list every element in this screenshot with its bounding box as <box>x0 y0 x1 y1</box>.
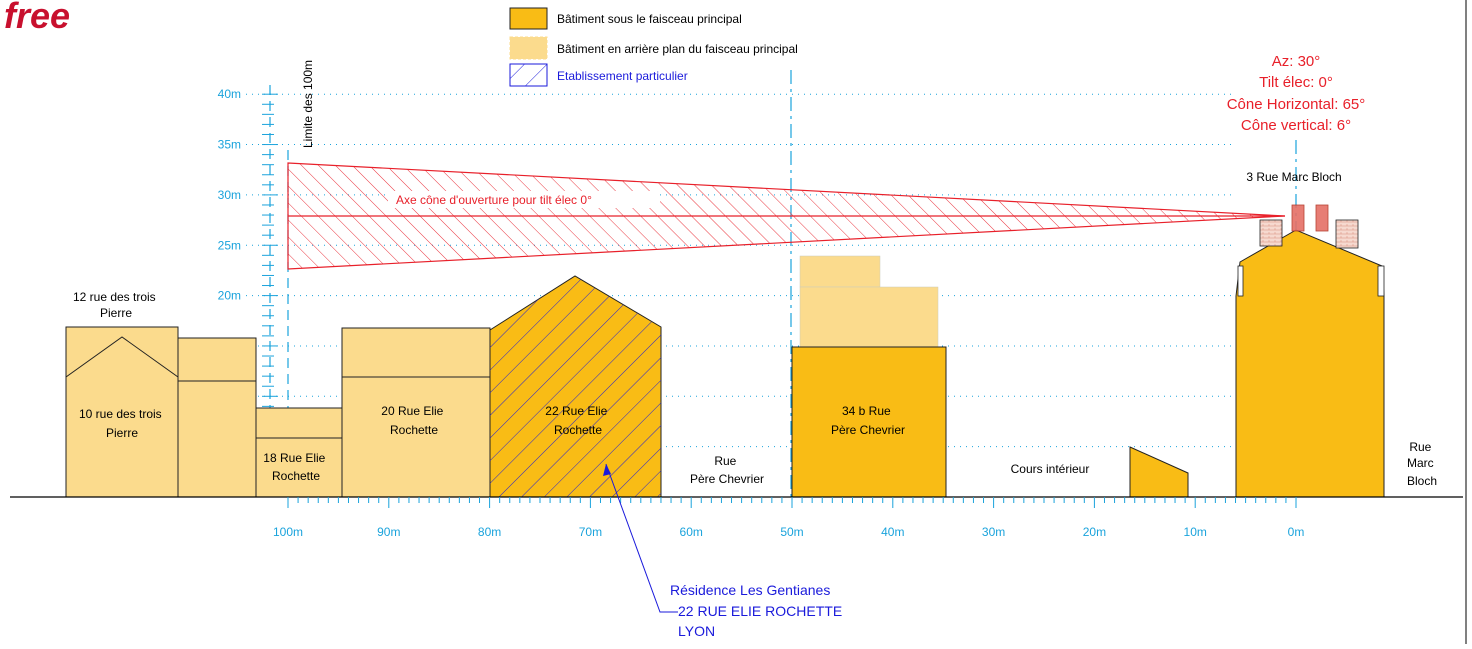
label-20-elie-rochette: 20 Rue Elie Rochette <box>381 404 446 437</box>
label-22-elie-rochette: 22 Rue Elie Rochette <box>545 404 610 437</box>
building-annex <box>177 337 257 498</box>
distance-label: 90m <box>377 525 400 539</box>
label-rue-marc-bloch: Rue Marc Bloch <box>1407 440 1437 488</box>
legend-swatch-hatched <box>509 63 548 87</box>
distance-label: 40m <box>881 525 904 539</box>
building-3-marc-bloch <box>1235 229 1385 498</box>
distance-label: 80m <box>478 525 501 539</box>
height-label: 25m <box>218 238 241 252</box>
height-label: 30m <box>218 188 241 202</box>
building-eave-left <box>1237 265 1244 297</box>
beam-axis-label: Axe cône d'ouverture pour tilt élec 0° <box>396 193 592 207</box>
label-10-trois-pierre: 10 rue des trois Pierre <box>79 407 165 440</box>
legend: Bâtiment sous le faisceau principal Bâti… <box>509 7 798 87</box>
legend-label: Bâtiment en arrière plan du faisceau pri… <box>557 42 798 56</box>
callout-text: Résidence Les Gentianes 22 RUE ELIE ROCH… <box>670 582 846 639</box>
callout-leader <box>605 463 678 613</box>
distance-labels: 100m 90m 80m 70m 60m 50m 40m 30m 20m 10m 0m <box>273 525 1304 539</box>
building-background-lower <box>799 286 939 348</box>
label-cours-interieur: Cours intérieur <box>1011 462 1090 476</box>
free-logo: free <box>4 0 70 36</box>
legend-item: Etablissement particulier <box>509 63 688 87</box>
chimney-right <box>1335 219 1359 249</box>
building-labels: 12 rue des trois Pierre 10 rue des trois… <box>73 170 1437 488</box>
height-label-bg <box>209 135 243 152</box>
height-label-bg <box>209 185 243 202</box>
distance-label: 60m <box>680 525 703 539</box>
distance-label: 20m <box>1083 525 1106 539</box>
legend-item: Bâtiment sous le faisceau principal <box>509 7 742 30</box>
building-22-hatch <box>490 276 661 497</box>
legend-swatch-main <box>509 7 548 30</box>
param-cone-vertical: Cône vertical: 6° <box>1241 117 1351 134</box>
label-34b-pere-chevrier: 34 b Rue Père Chevrier <box>831 404 905 437</box>
label-12-trois-pierre: 12 rue des trois Pierre <box>73 290 159 320</box>
antenna-params: Az: 30° Tilt élec: 0° Cône Horizontal: 6… <box>1227 53 1366 134</box>
antenna-left <box>1291 204 1305 232</box>
distance-ruler <box>287 497 1297 508</box>
param-cone-horizontal: Cône Horizontal: 65° <box>1227 96 1366 113</box>
label-18-elie-rochette: 18 Rue Elie Rochette <box>263 451 328 483</box>
legend-item: Bâtiment en arrière plan du faisceau pri… <box>509 36 798 60</box>
label-rue-pere-chevrier: Rue Père Chevrier <box>690 454 764 486</box>
callout: Résidence Les Gentianes 22 RUE ELIE ROCH… <box>603 463 846 639</box>
courtyard-wall <box>1129 446 1189 498</box>
distance-label: 50m <box>780 525 803 539</box>
distance-label: 100m <box>273 525 303 539</box>
building-roof-line <box>65 336 179 378</box>
label-3-marc-bloch: 3 Rue Marc Bloch <box>1246 170 1341 184</box>
distance-label: 0m <box>1288 525 1305 539</box>
distance-label: 70m <box>579 525 602 539</box>
building-background-upper <box>799 255 881 288</box>
distance-label: 10m <box>1184 525 1207 539</box>
height-label: 40m <box>218 87 241 101</box>
height-label: 20m <box>218 289 241 303</box>
height-label-bg <box>209 85 243 102</box>
param-tilt: Tilt élec: 0° <box>1259 74 1333 91</box>
legend-label: Etablissement particulier <box>557 69 688 83</box>
legend-label: Bâtiment sous le faisceau principal <box>557 12 742 26</box>
legend-swatch-background <box>509 36 548 60</box>
antenna-right <box>1315 204 1329 232</box>
height-label-bg <box>209 236 243 253</box>
building-34b-pere-chevrier <box>791 346 947 498</box>
buildings <box>65 204 1385 498</box>
limit-100m-label: Limite des 100m <box>301 60 315 148</box>
building-eave-right <box>1377 265 1385 297</box>
callout-arrowhead <box>603 464 611 476</box>
height-label-bg <box>209 286 243 303</box>
chimney-left <box>1259 219 1283 247</box>
param-azimuth: Az: 30° <box>1272 53 1321 70</box>
distance-label: 30m <box>982 525 1005 539</box>
beam-label-bg <box>388 191 660 208</box>
height-label: 35m <box>218 138 241 152</box>
building-20-elie-rochette <box>341 327 491 498</box>
building-18-elie-rochette <box>255 407 343 498</box>
